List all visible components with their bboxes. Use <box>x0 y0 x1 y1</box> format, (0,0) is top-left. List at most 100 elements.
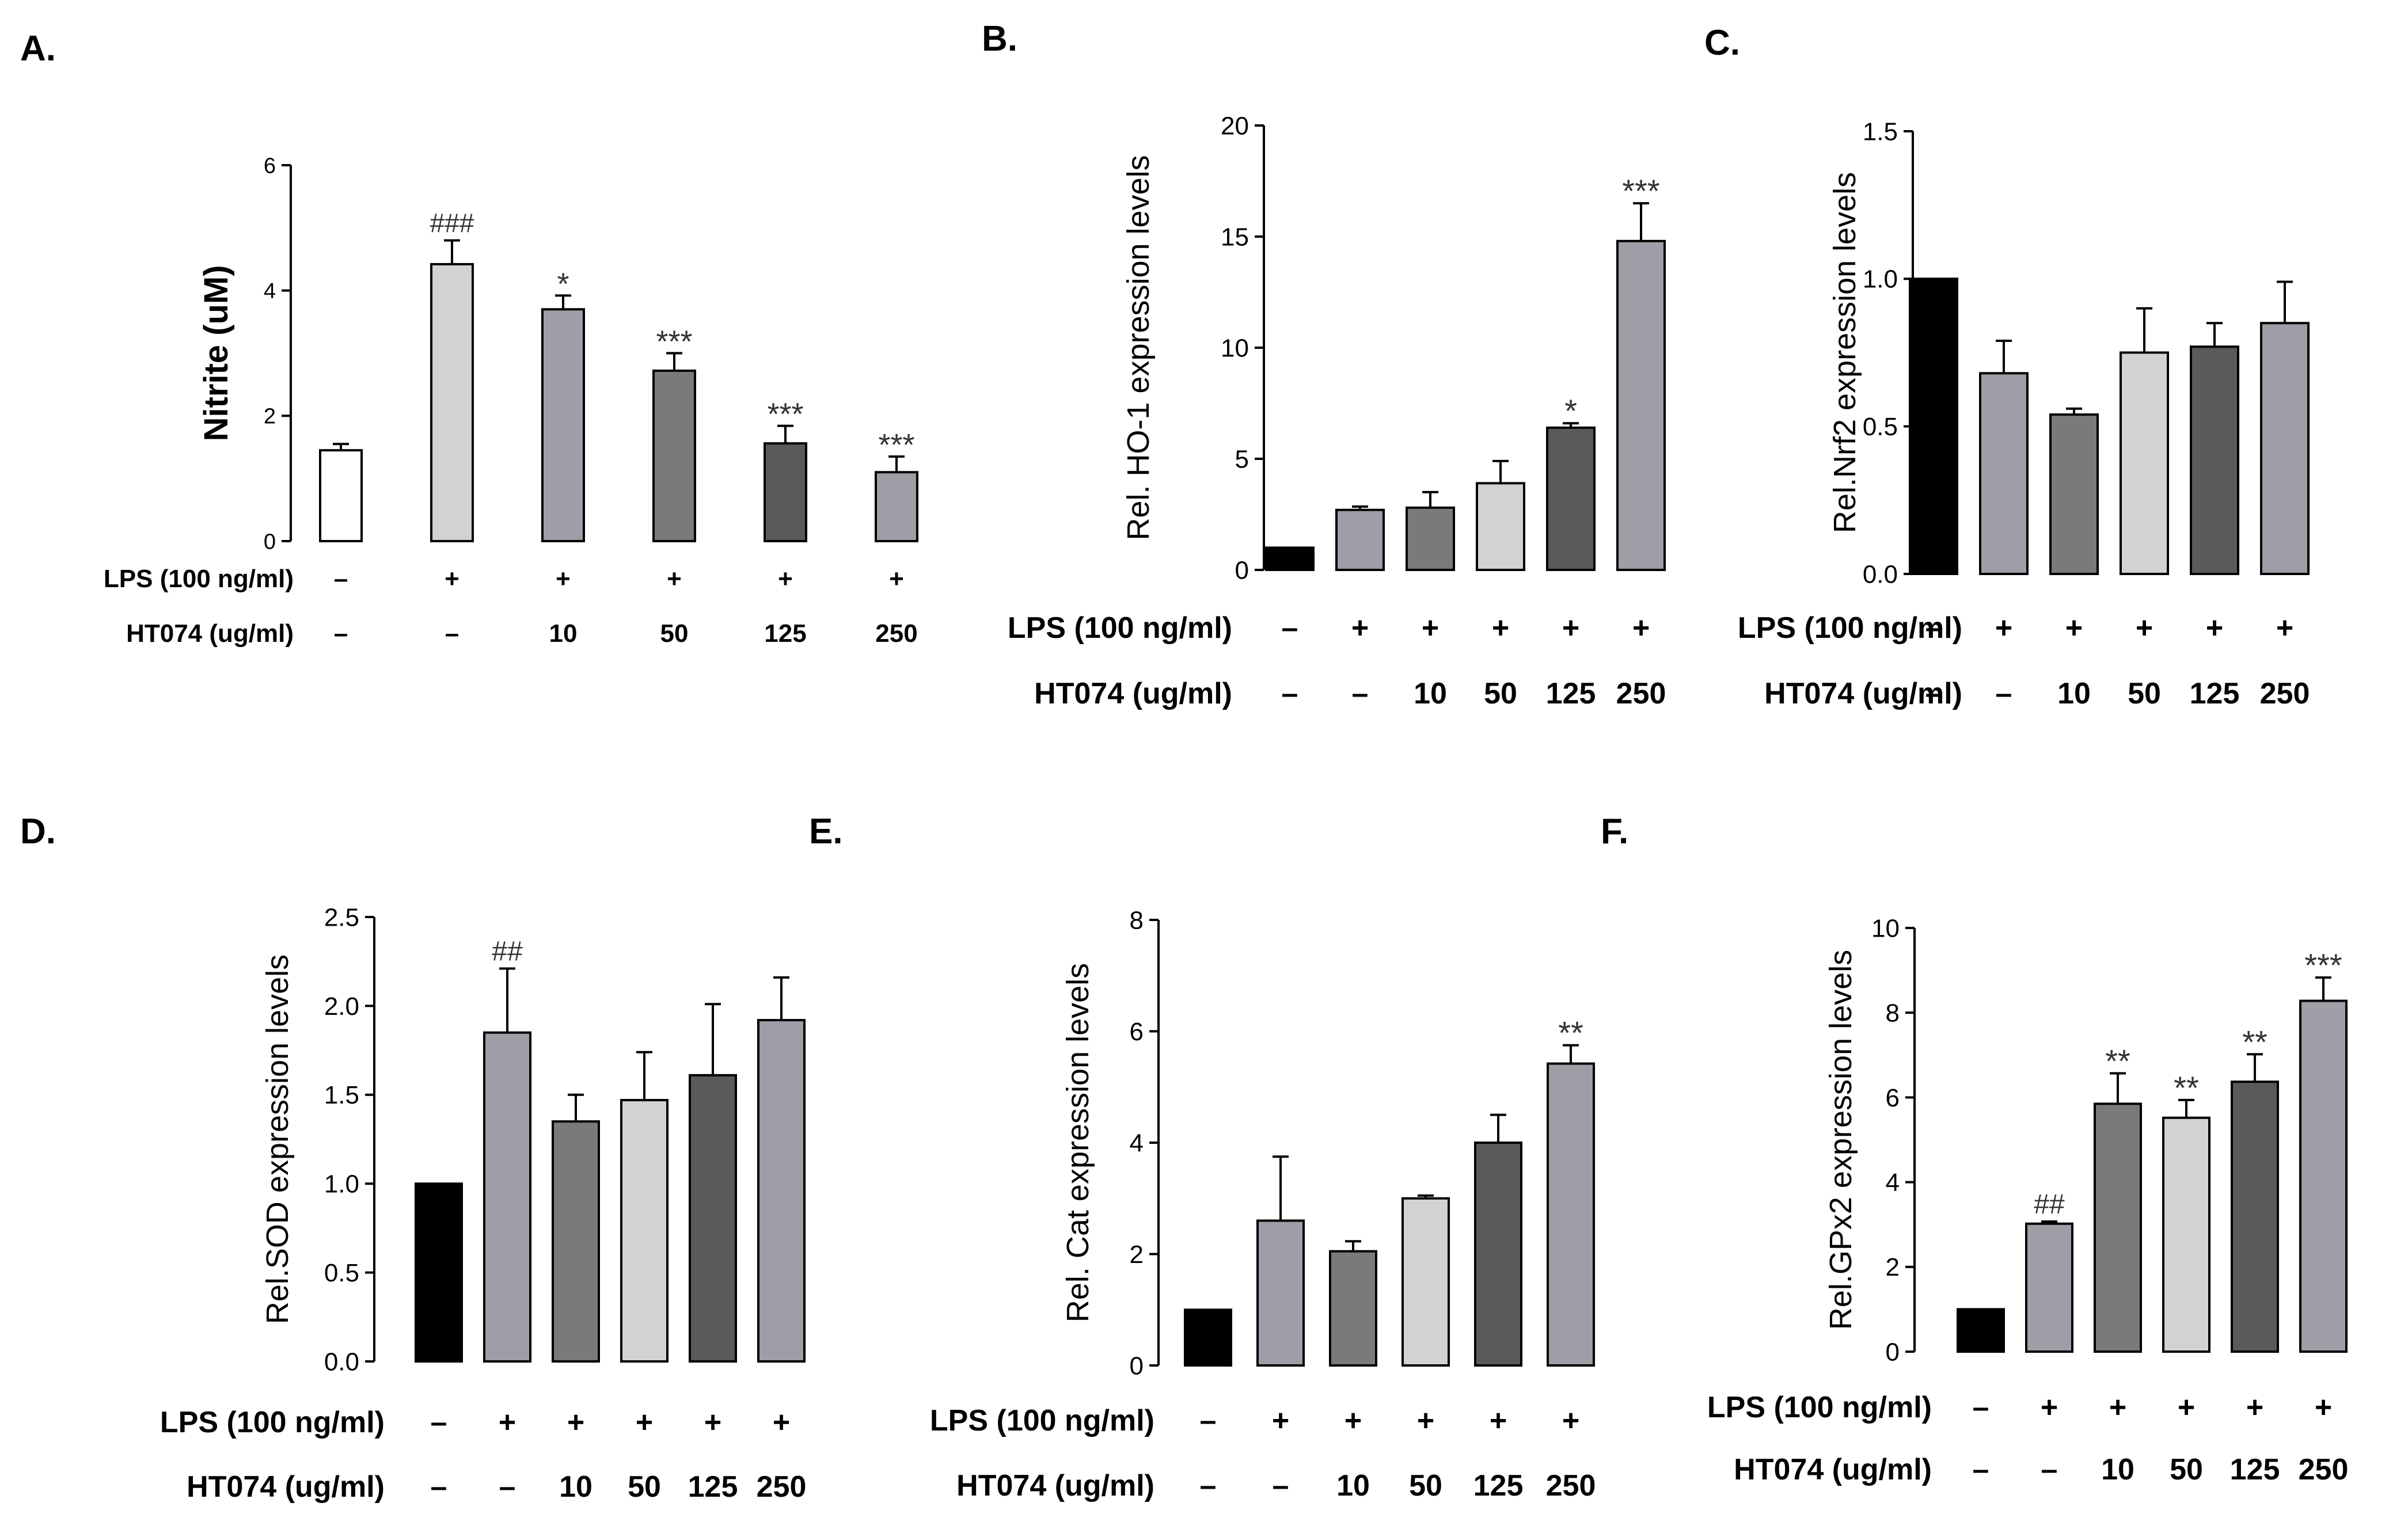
y-tick-label: 10 <box>1221 334 1249 362</box>
treatment-cell: + <box>2065 611 2083 645</box>
treatment-cell: – <box>334 619 348 648</box>
treatment-cell: + <box>1492 611 1509 645</box>
treatment-row-label: LPS (100 ng/ml) <box>160 1406 385 1439</box>
significance-star: *** <box>656 325 692 359</box>
treatment-cell: + <box>1351 611 1369 645</box>
y-tick-label: 0.0 <box>1863 560 1898 588</box>
panel-label: F. <box>1601 812 1628 851</box>
bar <box>483 1031 531 1363</box>
panel-label: D. <box>20 812 56 851</box>
y-tick-label: 0.5 <box>1863 413 1898 441</box>
bar <box>2190 345 2239 575</box>
significance-star: ** <box>2242 1024 2268 1060</box>
treatment-cell: + <box>2276 611 2293 645</box>
bar <box>764 442 807 542</box>
bar <box>1474 1142 1522 1367</box>
treatment-cell: – <box>1925 611 1942 645</box>
y-tick-label: 8 <box>1130 906 1144 934</box>
treatment-cell: + <box>636 1406 653 1439</box>
treatment-cell: + <box>1632 611 1650 645</box>
treatment-cell: 10 <box>1336 1469 1370 1502</box>
treatment-cell: – <box>1352 677 1369 710</box>
treatment-row-label: LPS (100 ng/ml) <box>930 1404 1154 1437</box>
treatment-cell: 250 <box>1616 677 1666 710</box>
treatment-row-label: HT074 (ug/ml) <box>1034 677 1232 710</box>
treatment-cell: – <box>431 1470 447 1504</box>
y-tick-label: 15 <box>1221 223 1249 251</box>
treatment-cell: + <box>2206 611 2223 645</box>
significance-star: *** <box>1622 173 1659 209</box>
treatment-cell: + <box>2136 611 2153 645</box>
treatment-cell: + <box>1562 1404 1579 1437</box>
treatment-row-label: LPS (100 ng/ml) <box>1008 611 1232 645</box>
significance-hash: ## <box>2034 1189 2065 1220</box>
bar <box>2231 1081 2279 1353</box>
significance-star: ** <box>2174 1070 2199 1106</box>
y-tick-label: 2 <box>264 405 276 429</box>
treatment-cell: + <box>889 565 904 593</box>
bar <box>2299 999 2348 1353</box>
treatment-cell: 250 <box>757 1470 807 1504</box>
treatment-cell: + <box>778 565 793 593</box>
treatment-row-label: LPS (100 ng/ml) <box>104 565 294 593</box>
bar <box>1547 1062 1595 1367</box>
treatment-cell: + <box>2315 1391 2332 1424</box>
panel-label: E. <box>809 812 843 851</box>
y-tick-label: 6 <box>1130 1018 1144 1046</box>
y-axis-label: Rel.GPx2 expression levels <box>1824 950 1858 1330</box>
treatment-cell: – <box>1973 1391 1989 1424</box>
treatment-cell: 10 <box>559 1470 592 1504</box>
y-tick-label: 2.0 <box>324 992 359 1021</box>
bar <box>875 471 918 542</box>
treatment-cell: + <box>667 565 682 593</box>
bar <box>1979 372 2029 575</box>
treatment-cell: – <box>1973 1453 1989 1486</box>
treatment-cell: + <box>773 1406 790 1439</box>
y-tick-label: 6 <box>1886 1084 1900 1112</box>
bar <box>1909 277 1958 576</box>
y-tick-label: 0 <box>1130 1352 1144 1380</box>
y-tick-label: 2.5 <box>324 903 359 931</box>
significance-star: * <box>1564 393 1577 429</box>
bar <box>1957 1308 2005 1353</box>
treatment-cell: 50 <box>628 1470 661 1504</box>
y-tick-label: 0 <box>1235 556 1249 584</box>
treatment-cell: + <box>1272 1404 1289 1437</box>
treatment-cell: – <box>499 1470 516 1504</box>
significance-star: *** <box>767 397 803 432</box>
panel-label: A. <box>20 29 56 69</box>
y-tick-label: 0 <box>264 530 276 554</box>
treatment-cell: 50 <box>2128 677 2161 710</box>
y-tick-label: 1.0 <box>1863 265 1898 294</box>
panel-label: C. <box>1704 23 1740 63</box>
panel-label: B. <box>982 19 1017 59</box>
treatment-cell: 50 <box>1484 677 1517 710</box>
y-tick-label: 10 <box>1871 914 1900 942</box>
treatment-row-label: HT074 (ug/ml) <box>1764 677 1962 710</box>
bar <box>652 369 696 542</box>
y-tick-label: 4 <box>1886 1169 1900 1197</box>
y-tick-label: 4 <box>264 279 276 303</box>
treatment-cell: 10 <box>2101 1453 2134 1486</box>
treatment-cell: + <box>1344 1404 1362 1437</box>
treatment-cell: – <box>431 1406 447 1439</box>
treatment-cell: + <box>445 565 459 593</box>
treatment-cell: 50 <box>1409 1469 1442 1502</box>
treatment-cell: 50 <box>2170 1453 2203 1486</box>
significance-hash: ### <box>430 208 474 238</box>
y-tick-label: 1.5 <box>324 1081 359 1109</box>
treatment-cell: 125 <box>688 1470 738 1504</box>
significance-star: ** <box>2105 1043 2130 1079</box>
treatment-cell: + <box>556 565 571 593</box>
treatment-row-label: HT074 (ug/ml) <box>956 1469 1154 1502</box>
y-tick-label: 20 <box>1221 112 1249 140</box>
treatment-cell: – <box>334 565 348 593</box>
y-tick-label: 5 <box>1235 445 1249 473</box>
treatment-cell: 250 <box>2299 1453 2349 1486</box>
treatment-cell: – <box>2041 1453 2058 1486</box>
treatment-cell: + <box>1490 1404 1507 1437</box>
treatment-row-label: LPS (100 ng/ml) <box>1707 1391 1932 1424</box>
significance-star: *** <box>878 428 914 462</box>
